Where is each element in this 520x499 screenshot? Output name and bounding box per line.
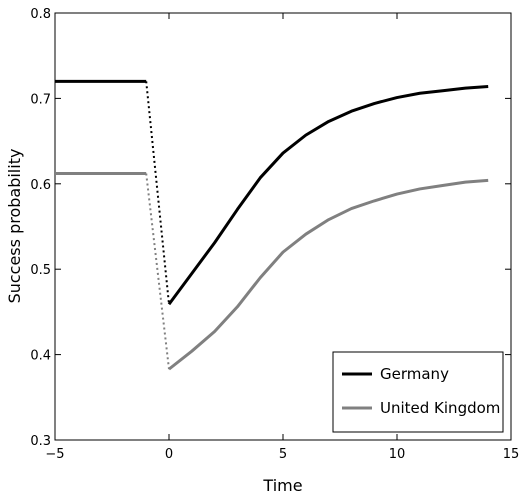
legend-box [332, 351, 504, 433]
series-layer [55, 79, 489, 371]
legend: Germany United Kingdom [332, 351, 504, 433]
series-united-kingdom [55, 172, 489, 371]
legend-label-germany: Germany [380, 365, 449, 383]
axis-ticks: −5 0 5 10 15 0.3 0.4 0.5 0.6 0.7 0.8 [30, 7, 519, 462]
x-tick-label: 10 [389, 447, 406, 462]
series-transition-germany [145, 81, 170, 305]
y-tick-label: 0.6 [30, 178, 51, 193]
x-axis-title: Time [262, 476, 302, 495]
y-tick-label: 0.8 [30, 7, 51, 22]
series-germany [55, 79, 489, 306]
x-tick-label: −5 [45, 447, 64, 462]
x-tick-label: 0 [165, 447, 173, 462]
series-line-after-germany [167, 84, 489, 306]
x-tick-label: 5 [279, 447, 287, 462]
series-line-after-united-kingdom [168, 178, 489, 371]
x-tick-label: 15 [503, 447, 520, 462]
legend-label-united-kingdom: United Kingdom [380, 399, 500, 417]
y-tick-label: 0.7 [30, 92, 51, 107]
y-axis-title: Success probability [5, 149, 24, 304]
y-tick-label: 0.5 [30, 263, 51, 278]
y-tick-label: 0.4 [30, 349, 51, 364]
y-tick-label: 0.3 [30, 434, 51, 449]
